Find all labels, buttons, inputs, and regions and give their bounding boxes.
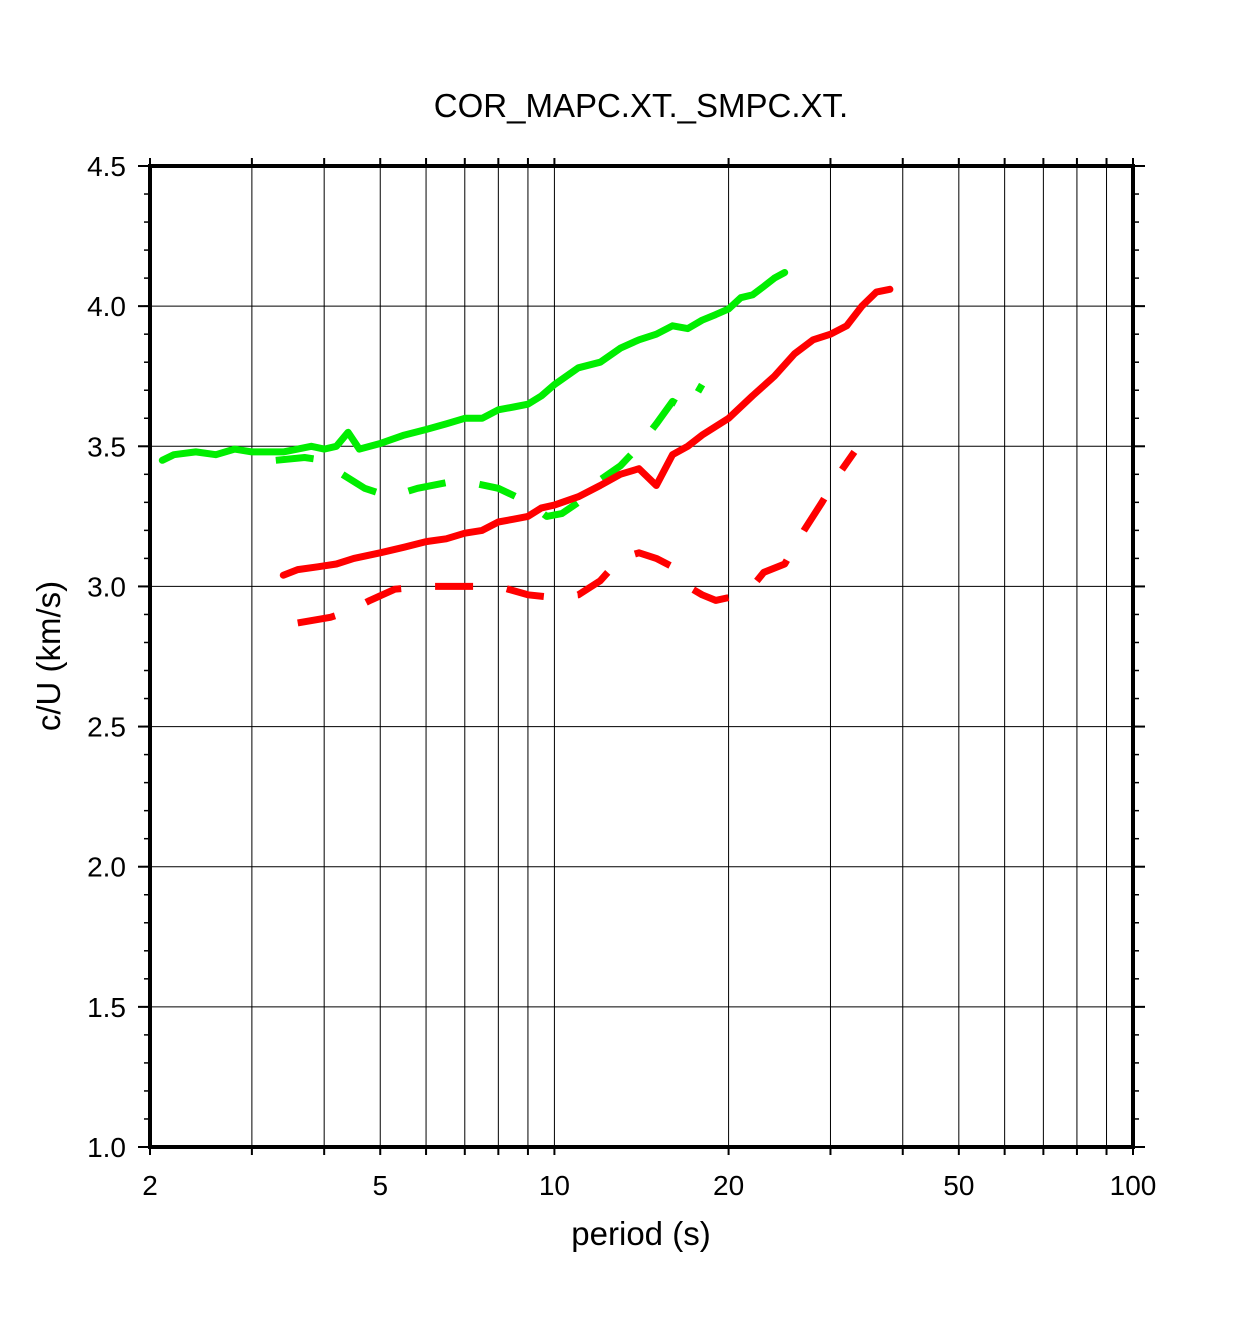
y-tick-label: 1.5 xyxy=(87,992,126,1023)
chart-title: COR_MAPC.XT._SMPC.XT. xyxy=(434,87,848,124)
plot-frame xyxy=(148,164,1135,1149)
series-line-2 xyxy=(275,382,706,520)
x-tick-label: 100 xyxy=(1110,1170,1157,1201)
y-tick-label: 3.0 xyxy=(87,571,126,602)
series-group xyxy=(158,269,894,627)
tick-labels: 2 5 10 20 50 100 1.0 1.5 2.0 2.5 3.0 3.5 4.0 4.5 xyxy=(87,151,1156,1201)
y-tick-label: 4.5 xyxy=(87,151,126,182)
series-line-4 xyxy=(297,449,858,627)
series-line-3 xyxy=(279,285,894,579)
x-tick-label: 10 xyxy=(539,1170,570,1201)
x-tick-label: 5 xyxy=(372,1170,388,1201)
grid xyxy=(150,166,1133,1147)
x-tick-label: 20 xyxy=(713,1170,744,1201)
ticks xyxy=(138,158,1145,1155)
y-tick-label: 4.0 xyxy=(87,291,126,322)
y-tick-label: 2.5 xyxy=(87,712,126,743)
x-axis-label: period (s) xyxy=(571,1215,710,1252)
series-line-1 xyxy=(158,269,789,464)
y-axis-label: c/U (km/s) xyxy=(30,581,67,731)
y-tick-label: 2.0 xyxy=(87,852,126,883)
y-tick-label: 3.5 xyxy=(87,431,126,462)
y-tick-label: 1.0 xyxy=(87,1132,126,1163)
x-tick-label: 2 xyxy=(142,1170,158,1201)
x-tick-label: 50 xyxy=(943,1170,974,1201)
